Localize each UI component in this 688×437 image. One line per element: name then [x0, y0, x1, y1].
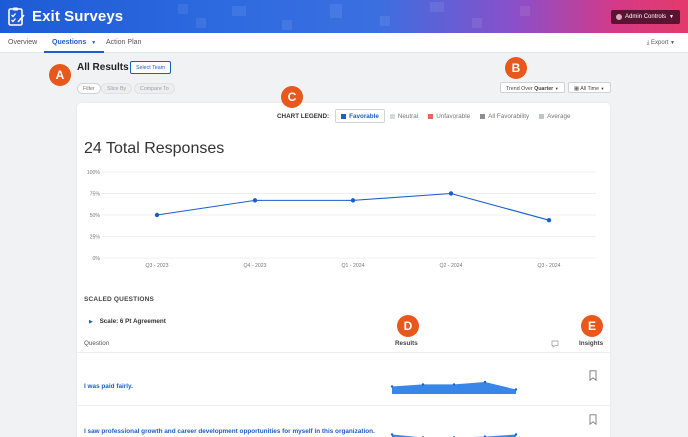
- app-header: Exit Surveys Admin Controls ▼: [0, 0, 688, 33]
- x-tick-label: Q1 - 2024: [341, 263, 364, 269]
- admin-controls-label: Admin Controls: [625, 14, 667, 20]
- scale-group-toggle[interactable]: ▶ Scale: 6 Pt Agreement: [89, 318, 166, 325]
- legend-item-label: Average: [547, 112, 571, 120]
- legend-item-unfavorable[interactable]: Unfavorable: [423, 109, 475, 123]
- filter-button[interactable]: Filter: [77, 83, 101, 94]
- slice-by-button[interactable]: Slice By: [101, 83, 133, 94]
- bookmark-icon[interactable]: [589, 370, 597, 381]
- x-tick-label: Q3 - 2024: [537, 263, 560, 269]
- callout-marker-a: A: [49, 64, 71, 86]
- results-sparkline: [390, 380, 518, 394]
- legend-item-neutral[interactable]: Neutral: [385, 109, 423, 123]
- tab-overview[interactable]: Overview: [8, 39, 38, 46]
- callout-marker-e: E: [581, 315, 603, 337]
- time-range-value: All Time: [580, 86, 600, 92]
- sparkline-point: [421, 383, 425, 386]
- series-line: [156, 192, 550, 221]
- x-tick-label: Q4 - 2023: [243, 263, 266, 269]
- admin-avatar-icon: [616, 14, 623, 20]
- time-range-select[interactable]: ▦ All Time ▼: [568, 82, 611, 93]
- bookmark-icon[interactable]: [589, 414, 597, 425]
- chevron-down-icon: ▼: [670, 40, 675, 46]
- legend-swatch: [341, 113, 347, 119]
- y-tick-label: 75%: [90, 192, 101, 198]
- chevron-down-icon: ▼: [91, 40, 97, 46]
- data-point[interactable]: [154, 212, 160, 218]
- tab-questions[interactable]: Questions ▼: [44, 33, 105, 53]
- results-sparkline: [390, 433, 518, 437]
- chart-legend: CHART LEGEND: Favorable Neutral Unfavora…: [277, 109, 575, 123]
- legend-item-label: All Favorability: [488, 112, 530, 120]
- legend-swatch: [389, 113, 395, 119]
- trend-value: Quarter: [534, 86, 554, 92]
- y-tick-label: 25%: [90, 235, 101, 241]
- app-title: Exit Surveys: [32, 8, 124, 25]
- total-responses: 24 Total Responses: [84, 140, 225, 157]
- y-tick-label: 100%: [87, 170, 101, 176]
- legend-item-favorable[interactable]: Favorable: [335, 109, 385, 123]
- compare-to-button[interactable]: Compare To: [134, 83, 175, 94]
- legend-swatch: [428, 113, 434, 119]
- sparkline-point: [514, 388, 518, 391]
- divider: [77, 352, 610, 353]
- question-link[interactable]: I saw professional growth and career dev…: [84, 428, 375, 435]
- y-tick-label: 50%: [90, 213, 101, 219]
- legend-label: CHART LEGEND:: [277, 112, 330, 120]
- divider: [77, 405, 610, 406]
- chevron-down-icon: ▼: [669, 14, 674, 20]
- download-icon: ⤓: [646, 40, 650, 46]
- scaled-questions-heading: SCALED QUESTIONS: [84, 296, 155, 303]
- y-tick-label: 0%: [93, 256, 101, 262]
- tab-action-plan[interactable]: Action Plan: [106, 39, 142, 46]
- question-link[interactable]: I was paid fairly.: [84, 383, 133, 390]
- data-point[interactable]: [350, 198, 356, 203]
- legend-item-label: Unfavorable: [436, 112, 471, 120]
- trend-over-select[interactable]: Trend Over Quarter ▼: [500, 82, 565, 93]
- chevron-down-icon: ▼: [600, 86, 605, 91]
- caret-right-icon: ▶: [89, 319, 93, 325]
- x-tick-label: Q2 - 2024: [439, 263, 462, 269]
- callout-marker-d: D: [397, 315, 419, 337]
- legend-item-all-favorability[interactable]: All Favorability: [475, 109, 534, 123]
- scale-label: Scale: 6 Pt Agreement: [99, 318, 166, 325]
- results-card: [77, 103, 610, 437]
- results-column-header: Results: [395, 340, 418, 347]
- sparkline-point: [390, 385, 394, 388]
- data-point[interactable]: [546, 217, 552, 223]
- legend-swatch: [480, 113, 486, 119]
- callout-marker-c: C: [281, 86, 303, 108]
- tab-questions-label: Questions: [52, 39, 87, 46]
- top-nav: Overview Questions ▼ Action Plan ⤓ Expor…: [0, 33, 688, 53]
- comment-icon[interactable]: [551, 340, 559, 348]
- trend-line-chart: 100% 75% 50% 25% 0% Q3 - 2023 Q4 - 2023 Q1 - 20…: [87, 170, 596, 269]
- sparkline-point: [514, 433, 518, 436]
- export-label: Export: [651, 40, 669, 46]
- data-point[interactable]: [448, 191, 454, 196]
- legend-item-label: Favorable: [349, 112, 379, 120]
- select-team-button[interactable]: Select Team: [130, 61, 172, 74]
- callout-marker-b: B: [505, 57, 527, 79]
- chevron-down-icon: ▼: [554, 86, 559, 91]
- question-column-header: Question: [84, 340, 110, 347]
- insights-column-header: Insights: [579, 340, 604, 347]
- trend-prefix: Trend Over: [506, 86, 533, 92]
- legend-item-average[interactable]: Average: [534, 109, 575, 123]
- admin-controls-button[interactable]: Admin Controls ▼: [611, 10, 680, 24]
- export-button[interactable]: ⤓ Export ▼: [647, 33, 675, 53]
- legend-item-label: Neutral: [397, 112, 419, 120]
- sparkline-point: [483, 380, 487, 384]
- x-tick-label: Q3 - 2023: [145, 263, 168, 269]
- data-point[interactable]: [252, 198, 258, 203]
- sparkline-point: [390, 433, 394, 436]
- survey-clipboard-icon: [8, 7, 25, 26]
- calendar-icon: ▦: [574, 86, 580, 92]
- sparkline-point: [452, 383, 456, 386]
- legend-swatch: [539, 113, 545, 119]
- page-title: All Results: [77, 62, 129, 73]
